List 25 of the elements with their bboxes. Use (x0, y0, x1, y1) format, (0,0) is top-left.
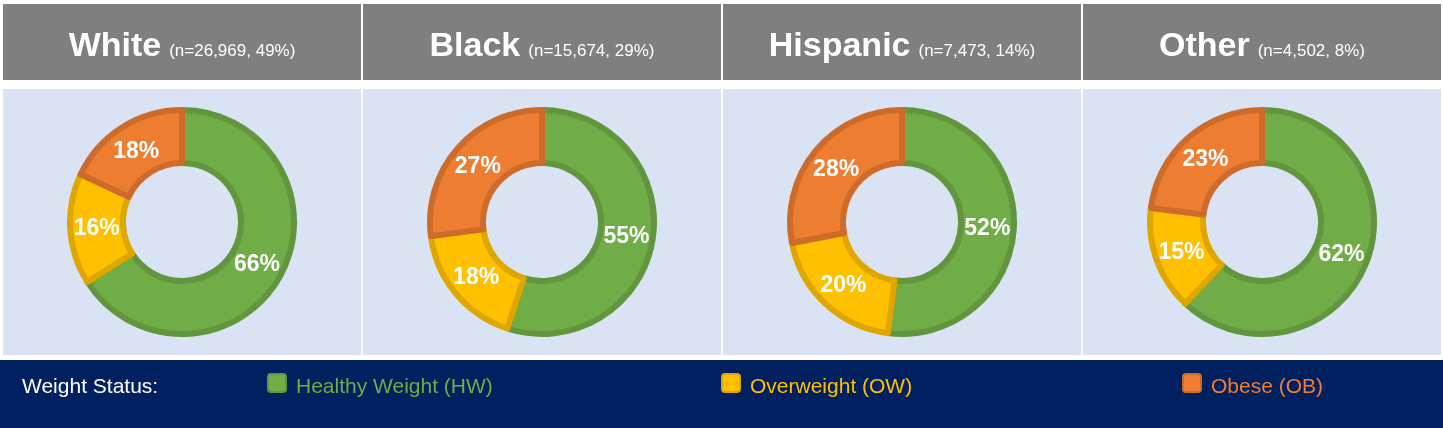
data-label: 55% (603, 222, 650, 249)
chart-title: Other (1159, 25, 1250, 63)
legend-label: Overweight (OW) (750, 374, 913, 397)
donut-slice (1147, 107, 1265, 218)
chart-title: Black (429, 25, 521, 63)
legend-title: Weight Status: (22, 374, 159, 397)
chart-title: Hispanic (768, 25, 911, 63)
chart-title: White (68, 25, 162, 63)
chart-subtitle: (n=15,674, 29%) (528, 41, 655, 60)
chart-subtitle: (n=26,969, 49%) (169, 41, 296, 60)
legend-label: Healthy Weight (HW) (296, 374, 493, 397)
data-label: 28% (813, 154, 860, 181)
data-label: 23% (1182, 144, 1229, 171)
data-label: 27% (454, 152, 501, 179)
data-label: 18% (453, 263, 500, 290)
chart-subtitle: (n=7,473, 14%) (918, 41, 1036, 60)
data-label: 66% (233, 250, 280, 277)
legend-label: Obese (OB) (1211, 374, 1324, 397)
data-label: 20% (820, 271, 867, 298)
data-label: 15% (1158, 237, 1205, 264)
data-label: 16% (73, 214, 120, 241)
data-label: 18% (113, 136, 160, 163)
chart-subtitle: (n=4,502, 8%) (1257, 41, 1365, 60)
data-label: 62% (1318, 240, 1365, 267)
data-label: 52% (964, 214, 1011, 241)
